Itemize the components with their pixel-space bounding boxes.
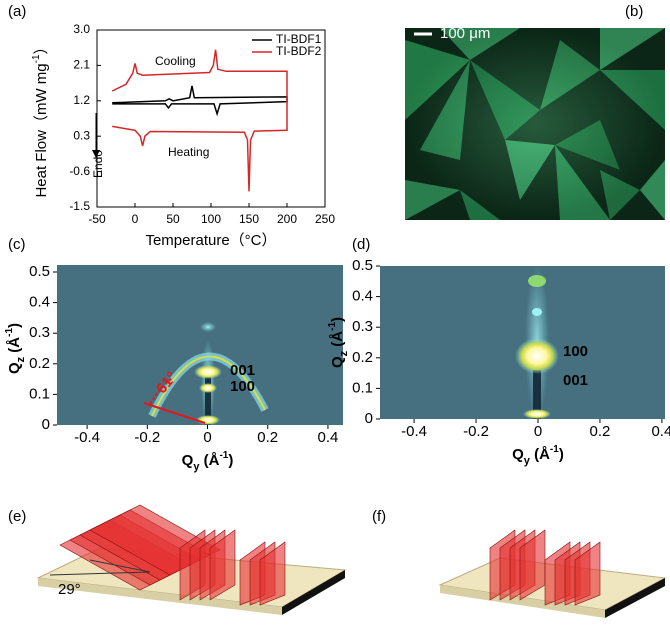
x-tick-label: 150 (239, 212, 259, 226)
axis-title-part: (Å (199, 452, 219, 469)
y-tick-label: 0.5 (352, 257, 373, 274)
y-tick-label: 0.4 (352, 288, 373, 305)
x-tick-label: -0.2 (134, 429, 160, 446)
axis-title-part: (Å (530, 446, 550, 463)
annotation: 001 (563, 372, 588, 389)
annotation: 100 (230, 378, 255, 395)
x-tick-label: 100 (201, 212, 221, 226)
scale-bar-label: 100 μm (440, 25, 490, 42)
axis-title-part: ) (559, 446, 564, 463)
x-tick-label: 0 (203, 429, 211, 446)
x-axis-title: Temperature（°C） (145, 232, 276, 249)
panel-label: (c) (8, 236, 26, 253)
diffraction-image-c (57, 265, 343, 425)
y-tick-label: 0.2 (352, 349, 373, 366)
y-tick-label: 0.3 (29, 324, 50, 341)
panel-label: (a) (8, 3, 26, 20)
axis-title-part: ) (6, 323, 23, 328)
axis-title-part: (Å (6, 337, 23, 357)
annotation: 001 (230, 362, 255, 379)
y-tick-label: 0.4 (29, 294, 50, 311)
legend-label: TI-BDF2 (276, 44, 322, 58)
panel-label: (f) (372, 508, 386, 525)
x-tick-label: 0.4 (651, 423, 670, 440)
axis-title-part: Heat Flow（mW mg (33, 63, 50, 197)
x-tick-label: 50 (166, 212, 180, 226)
y-tick-label: 0.3 (352, 318, 373, 335)
micrograph (405, 28, 665, 220)
axis-title-part: Q (6, 362, 23, 374)
axis-title-part: ) (329, 317, 346, 322)
axis-title-part: Q (182, 452, 194, 469)
x-tick-label: -0.4 (74, 429, 100, 446)
y-tick-label: 0.2 (29, 355, 50, 372)
x-tick-label: 200 (277, 212, 297, 226)
annotation: Cooling (155, 54, 196, 68)
axis-title: Qy (Å-1) (182, 450, 234, 473)
x-tick-label: 0 (534, 423, 542, 440)
annotation: Heating (168, 145, 209, 159)
panel-label: (d) (352, 236, 370, 253)
axis-title-part: (Å (329, 331, 346, 351)
y-tick-label: 0 (365, 410, 373, 427)
axis-title: Qz (Å-1) (4, 323, 27, 374)
axis-title-part: ） (33, 39, 50, 54)
axis-title-part: Q (512, 446, 524, 463)
y-tick-label: 1.2 (73, 93, 90, 107)
x-tick-label: 0 (132, 212, 139, 226)
x-tick-label: 0.2 (590, 423, 611, 440)
axis-title-part: Q (329, 356, 346, 368)
y-tick-label: 3.0 (73, 22, 90, 36)
y-tick-label: 0.3 (73, 128, 90, 142)
y-tick-label: 2.1 (73, 58, 90, 72)
schematic-e (38, 505, 345, 615)
schematic-f (440, 530, 665, 618)
y-tick-label: 0.1 (352, 379, 373, 396)
axis-title: Heat Flow（mW mg-1） (31, 39, 50, 197)
panel-label: (e) (8, 508, 26, 525)
panel-label: (b) (625, 3, 643, 20)
axis-title: Qy (Å-1) (512, 444, 564, 467)
y-tick-label: -0.6 (69, 164, 90, 178)
annotation: 100 (563, 343, 588, 360)
x-tick-label: -0.4 (401, 423, 427, 440)
diffraction-image-d (380, 266, 665, 419)
annotation: Endo (91, 150, 105, 178)
x-tick-label: 0.4 (318, 429, 339, 446)
y-tick-label: -1.5 (69, 199, 90, 213)
x-tick-label: -50 (88, 212, 106, 226)
y-tick-label: 0.5 (29, 263, 50, 280)
data-line (112, 86, 287, 114)
y-tick-label: 0 (42, 416, 50, 433)
data-line (112, 50, 287, 192)
tilt-angle-label: 29° (58, 581, 81, 598)
x-tick-label: -0.2 (463, 423, 489, 440)
x-tick-label: 250 (315, 212, 335, 226)
figure: 100 μm 29 (0, 0, 670, 629)
axis-title-part: ) (228, 452, 233, 469)
x-tick-label: 0.2 (257, 429, 278, 446)
y-tick-label: 0.1 (29, 385, 50, 402)
